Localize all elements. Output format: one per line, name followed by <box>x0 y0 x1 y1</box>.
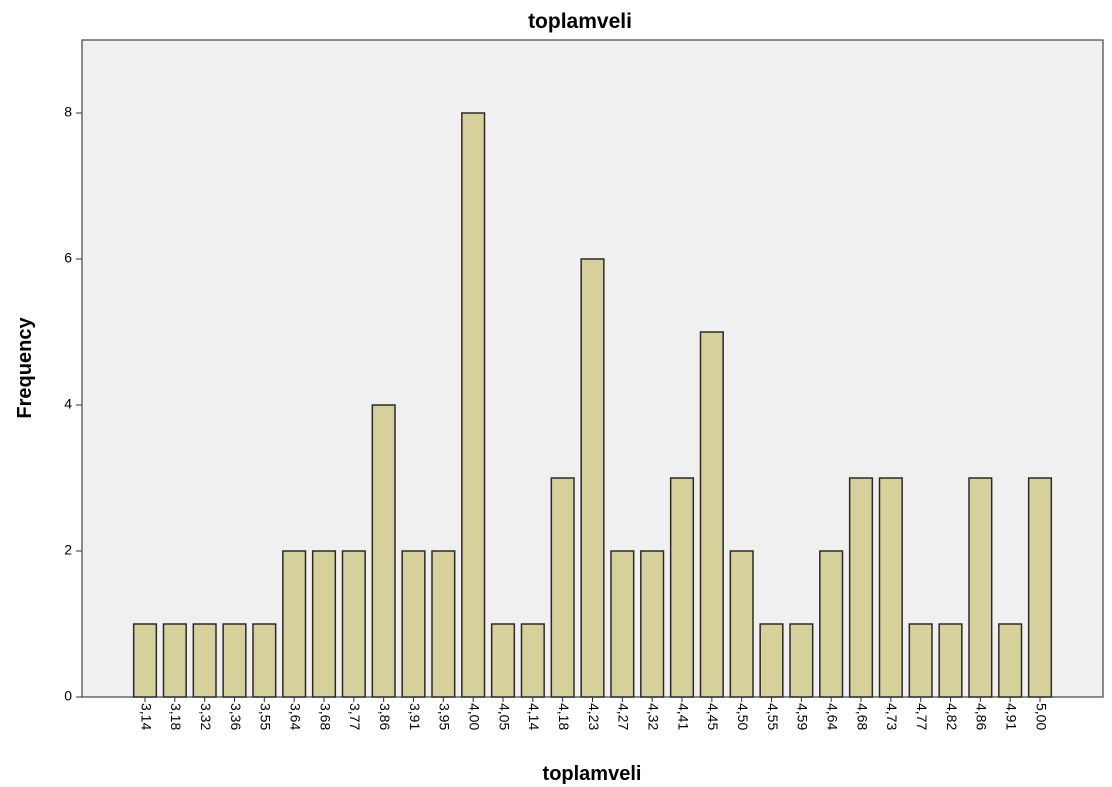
bar-4,86 <box>968 477 993 698</box>
bar-4,68 <box>848 477 874 698</box>
chart-title: toplamveli <box>528 10 632 33</box>
x-tick-label: 3,55 <box>258 703 274 730</box>
x-tick-label: 3,86 <box>377 703 393 730</box>
bar-3,18 <box>162 623 187 698</box>
x-tick-label: 4,55 <box>765 703 781 730</box>
x-tick-label: 4,32 <box>645 703 661 730</box>
x-tick-label: 3,14 <box>138 703 154 730</box>
bar-3,55 <box>252 623 277 698</box>
x-tick-label: 3,36 <box>228 703 244 730</box>
x-tick-label: 4,50 <box>735 703 751 730</box>
x-tick-label: 4,05 <box>496 703 512 730</box>
x-tick-label: 4,45 <box>705 703 721 730</box>
bar-4,41 <box>669 477 695 698</box>
x-tick-label: 4,91 <box>1003 703 1019 730</box>
x-tick-label: 4,82 <box>944 703 960 730</box>
x-tick-label: 3,18 <box>168 703 184 730</box>
bar-4,27 <box>610 550 635 698</box>
bar-4,14 <box>520 623 545 698</box>
bar-3,77 <box>341 550 366 698</box>
x-tick-label: 3,32 <box>198 703 214 730</box>
bar-4,55 <box>759 623 784 698</box>
y-tick-label: 6 <box>64 250 72 266</box>
x-tick-label: 4,73 <box>884 703 900 730</box>
bar-4,45 <box>699 331 724 698</box>
y-axis: 0 2 4 6 8 <box>64 104 82 704</box>
bar-3,64 <box>282 550 307 698</box>
bar-4,32 <box>640 550 665 698</box>
x-tick-label: 4,00 <box>466 703 482 730</box>
bar-4,73 <box>878 477 903 698</box>
bar-3,95 <box>431 550 456 698</box>
x-tick-label: 3,91 <box>407 703 423 730</box>
bar-3,86 <box>371 404 396 698</box>
bars-group <box>132 112 1053 698</box>
y-axis-title: Frequency <box>14 317 36 419</box>
bar-3,14 <box>132 623 158 698</box>
bar-4,18 <box>550 477 575 698</box>
x-tick-label: 4,68 <box>854 703 870 730</box>
bar-3,68 <box>311 550 337 698</box>
bar-4,91 <box>998 623 1023 698</box>
bar-4,82 <box>938 623 963 698</box>
x-tick-label: 4,18 <box>556 703 572 730</box>
bar-4,50 <box>729 550 754 698</box>
x-tick-label: 4,86 <box>974 703 990 730</box>
x-axis-title: toplamveli <box>543 763 642 785</box>
x-tick-label: 3,64 <box>287 703 303 730</box>
x-tick-label: 4,64 <box>824 703 840 730</box>
x-tick-label: 3,95 <box>437 703 453 730</box>
x-tick-label: 4,23 <box>586 703 602 730</box>
y-tick-label: 4 <box>64 396 72 412</box>
bar-4,00 <box>461 112 486 698</box>
x-tick-label: 4,14 <box>526 703 542 730</box>
bar-4,05 <box>490 623 516 698</box>
y-tick-label: 8 <box>64 104 72 120</box>
bar-4,64 <box>819 550 844 698</box>
bar-3,91 <box>401 550 426 698</box>
bar-4,77 <box>908 623 933 698</box>
y-tick-label: 2 <box>64 542 72 558</box>
x-tick-label: 4,77 <box>914 703 930 730</box>
bar-3,32 <box>192 623 217 698</box>
x-axis: 3,14 3,18 3,32 3,36 3,55 3,64 3,68 3,77 3,86 3,91… <box>138 697 1049 730</box>
x-tick-label: 4,59 <box>795 703 811 730</box>
x-tick-label: 4,27 <box>616 703 632 730</box>
bar-4,59 <box>789 623 814 698</box>
bar-3,36 <box>222 623 247 698</box>
x-tick-label: 3,68 <box>317 703 333 730</box>
bar-5,00 <box>1027 477 1053 698</box>
x-tick-label: 4,41 <box>675 703 691 730</box>
x-tick-label: 5,00 <box>1033 703 1049 730</box>
bar-4,23 <box>580 258 605 698</box>
y-tick-label: 0 <box>64 688 72 704</box>
x-tick-label: 3,77 <box>347 703 363 730</box>
